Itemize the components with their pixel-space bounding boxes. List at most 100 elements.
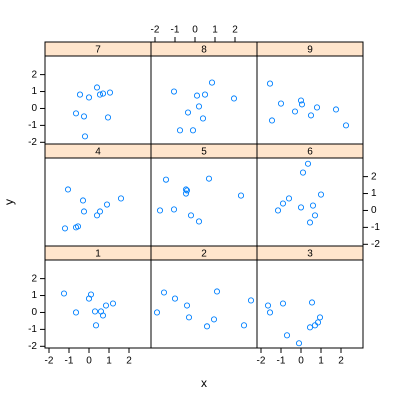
strip-label: 3 [307, 249, 313, 260]
panel [256, 259, 364, 349]
x-axis-label: x [201, 376, 207, 390]
point [117, 195, 125, 202]
point [304, 160, 312, 167]
point [184, 109, 192, 116]
point [332, 106, 340, 113]
strip-label: 6 [307, 147, 313, 158]
x-tick-label: -1 [171, 25, 180, 36]
point [160, 289, 168, 296]
x-tick-label: -1 [277, 356, 286, 367]
point [92, 322, 100, 329]
point [230, 95, 238, 102]
y-tick-label: 1 [371, 188, 377, 199]
y-tick-label: 0 [371, 205, 377, 216]
point [268, 117, 276, 124]
point [80, 113, 88, 120]
point [185, 314, 193, 321]
point [283, 332, 291, 339]
point [298, 101, 306, 108]
point [182, 190, 190, 197]
panel [256, 157, 364, 247]
point [210, 316, 218, 323]
point [170, 88, 178, 95]
y-tick-label: -2 [28, 341, 37, 352]
point [237, 192, 245, 199]
point [153, 309, 161, 316]
point [264, 302, 272, 309]
point [279, 300, 287, 307]
y-tick-label: -2 [371, 239, 380, 250]
point [299, 169, 307, 176]
panel [150, 157, 258, 247]
point [195, 218, 203, 225]
y-tick-label: -2 [28, 137, 37, 148]
panel [44, 259, 152, 349]
x-tick-label: 1 [212, 25, 218, 36]
strip-label: 9 [307, 45, 313, 56]
strip-label: 2 [201, 249, 207, 260]
point [64, 186, 72, 193]
point [311, 322, 319, 329]
point [203, 323, 211, 330]
point [308, 299, 316, 306]
panel [256, 55, 364, 145]
point [102, 302, 110, 309]
point [109, 300, 117, 307]
point [171, 295, 179, 302]
point [85, 94, 93, 101]
point [208, 79, 216, 86]
point [183, 302, 191, 309]
point [81, 133, 89, 140]
strip-label: 8 [201, 45, 207, 56]
point [170, 206, 178, 213]
point [176, 127, 184, 134]
point [342, 122, 350, 129]
x-tick-label: -1 [65, 356, 74, 367]
panel [150, 55, 258, 145]
point [317, 191, 325, 198]
point [240, 322, 248, 329]
point [80, 208, 88, 215]
y-tick-label: 0 [31, 103, 37, 114]
point [285, 195, 293, 202]
strip-label: 4 [95, 147, 101, 158]
point [213, 288, 221, 295]
point [266, 80, 274, 87]
point [61, 225, 69, 232]
panel [44, 157, 152, 247]
point [74, 223, 82, 230]
point [156, 207, 164, 214]
point [96, 91, 104, 98]
x-tick-label: 2 [338, 356, 344, 367]
point [96, 208, 104, 215]
point [279, 200, 287, 207]
x-tick-label: 0 [86, 356, 92, 367]
point [274, 207, 282, 214]
point [79, 197, 87, 204]
point [60, 290, 68, 297]
x-tick-label: 0 [298, 356, 304, 367]
panel [44, 55, 152, 145]
x-tick-label: 1 [106, 356, 112, 367]
point [187, 212, 195, 219]
point [314, 319, 322, 326]
point [93, 212, 101, 219]
point [307, 112, 315, 119]
point [106, 89, 114, 96]
point [195, 103, 203, 110]
point [72, 110, 80, 117]
point [91, 308, 99, 315]
point [162, 176, 170, 183]
y-tick-label: 0 [31, 307, 37, 318]
point [306, 324, 314, 331]
x-tick-label: -2 [257, 356, 266, 367]
point [316, 314, 324, 321]
y-tick-label: 2 [31, 273, 37, 284]
y-tick-label: -1 [28, 324, 37, 335]
point [295, 340, 303, 347]
y-tick-label: 1 [31, 290, 37, 301]
x-tick-label: -2 [151, 25, 160, 36]
point [277, 100, 285, 107]
x-tick-label: 0 [192, 25, 198, 36]
